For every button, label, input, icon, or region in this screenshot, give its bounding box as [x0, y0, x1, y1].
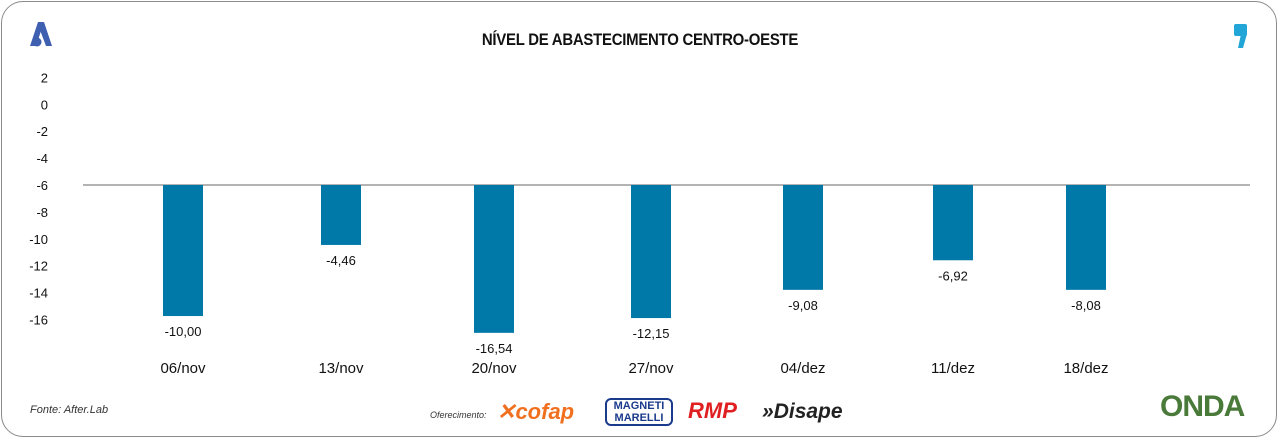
logo-a-icon — [30, 22, 52, 47]
x-tick-label: 04/dez — [780, 360, 825, 377]
y-tick-label: -2 — [36, 124, 48, 139]
cofap-logo: ✕cofap — [497, 399, 575, 424]
y-tick-label: -4 — [36, 151, 48, 166]
bar — [631, 185, 671, 319]
rmp-logo: RMP — [688, 398, 737, 423]
value-label: -12,15 — [633, 326, 670, 341]
x-tick-label: 18/dez — [1063, 360, 1108, 377]
logo-quote-icon — [1234, 24, 1247, 48]
x-tick-label: 27/nov — [628, 360, 674, 377]
offer-label: Oferecimento: — [430, 410, 487, 420]
value-label: -10,00 — [165, 324, 202, 339]
bar — [163, 185, 203, 317]
bar — [933, 185, 973, 261]
bar — [321, 185, 361, 245]
value-label: -8,08 — [1071, 298, 1101, 313]
onda-logo: ONDA — [1160, 390, 1245, 423]
bar — [1066, 185, 1106, 290]
y-tick-label: -16 — [29, 312, 48, 327]
y-tick-label: -6 — [36, 178, 48, 193]
y-tick-label: -8 — [36, 205, 48, 220]
y-tick-label: 2 — [41, 70, 48, 85]
y-tick-label: 0 — [41, 97, 48, 112]
magneti-marelli-logo: MAGNETI MARELLI — [605, 398, 673, 426]
bar — [474, 185, 514, 333]
disape-logo: »Disape — [762, 400, 843, 423]
chart-title: NÍVEL DE ABASTECIMENTO CENTRO-OESTE — [481, 30, 799, 49]
value-label: -9,08 — [788, 298, 818, 313]
x-tick-label: 11/dez — [931, 360, 975, 377]
y-tick-label: -10 — [29, 232, 48, 247]
y-tick-label: -12 — [29, 259, 48, 274]
bar — [783, 185, 823, 290]
x-tick-label: 13/nov — [318, 360, 364, 377]
y-tick-label: -14 — [29, 286, 48, 301]
value-label: -6,92 — [938, 268, 968, 283]
value-label: -16,54 — [476, 341, 513, 356]
x-tick-label: 06/nov — [160, 360, 206, 377]
value-label: -4,46 — [326, 253, 356, 268]
source-note: Fonte: After.Lab — [30, 404, 109, 416]
x-tick-label: 20/nov — [471, 360, 517, 377]
